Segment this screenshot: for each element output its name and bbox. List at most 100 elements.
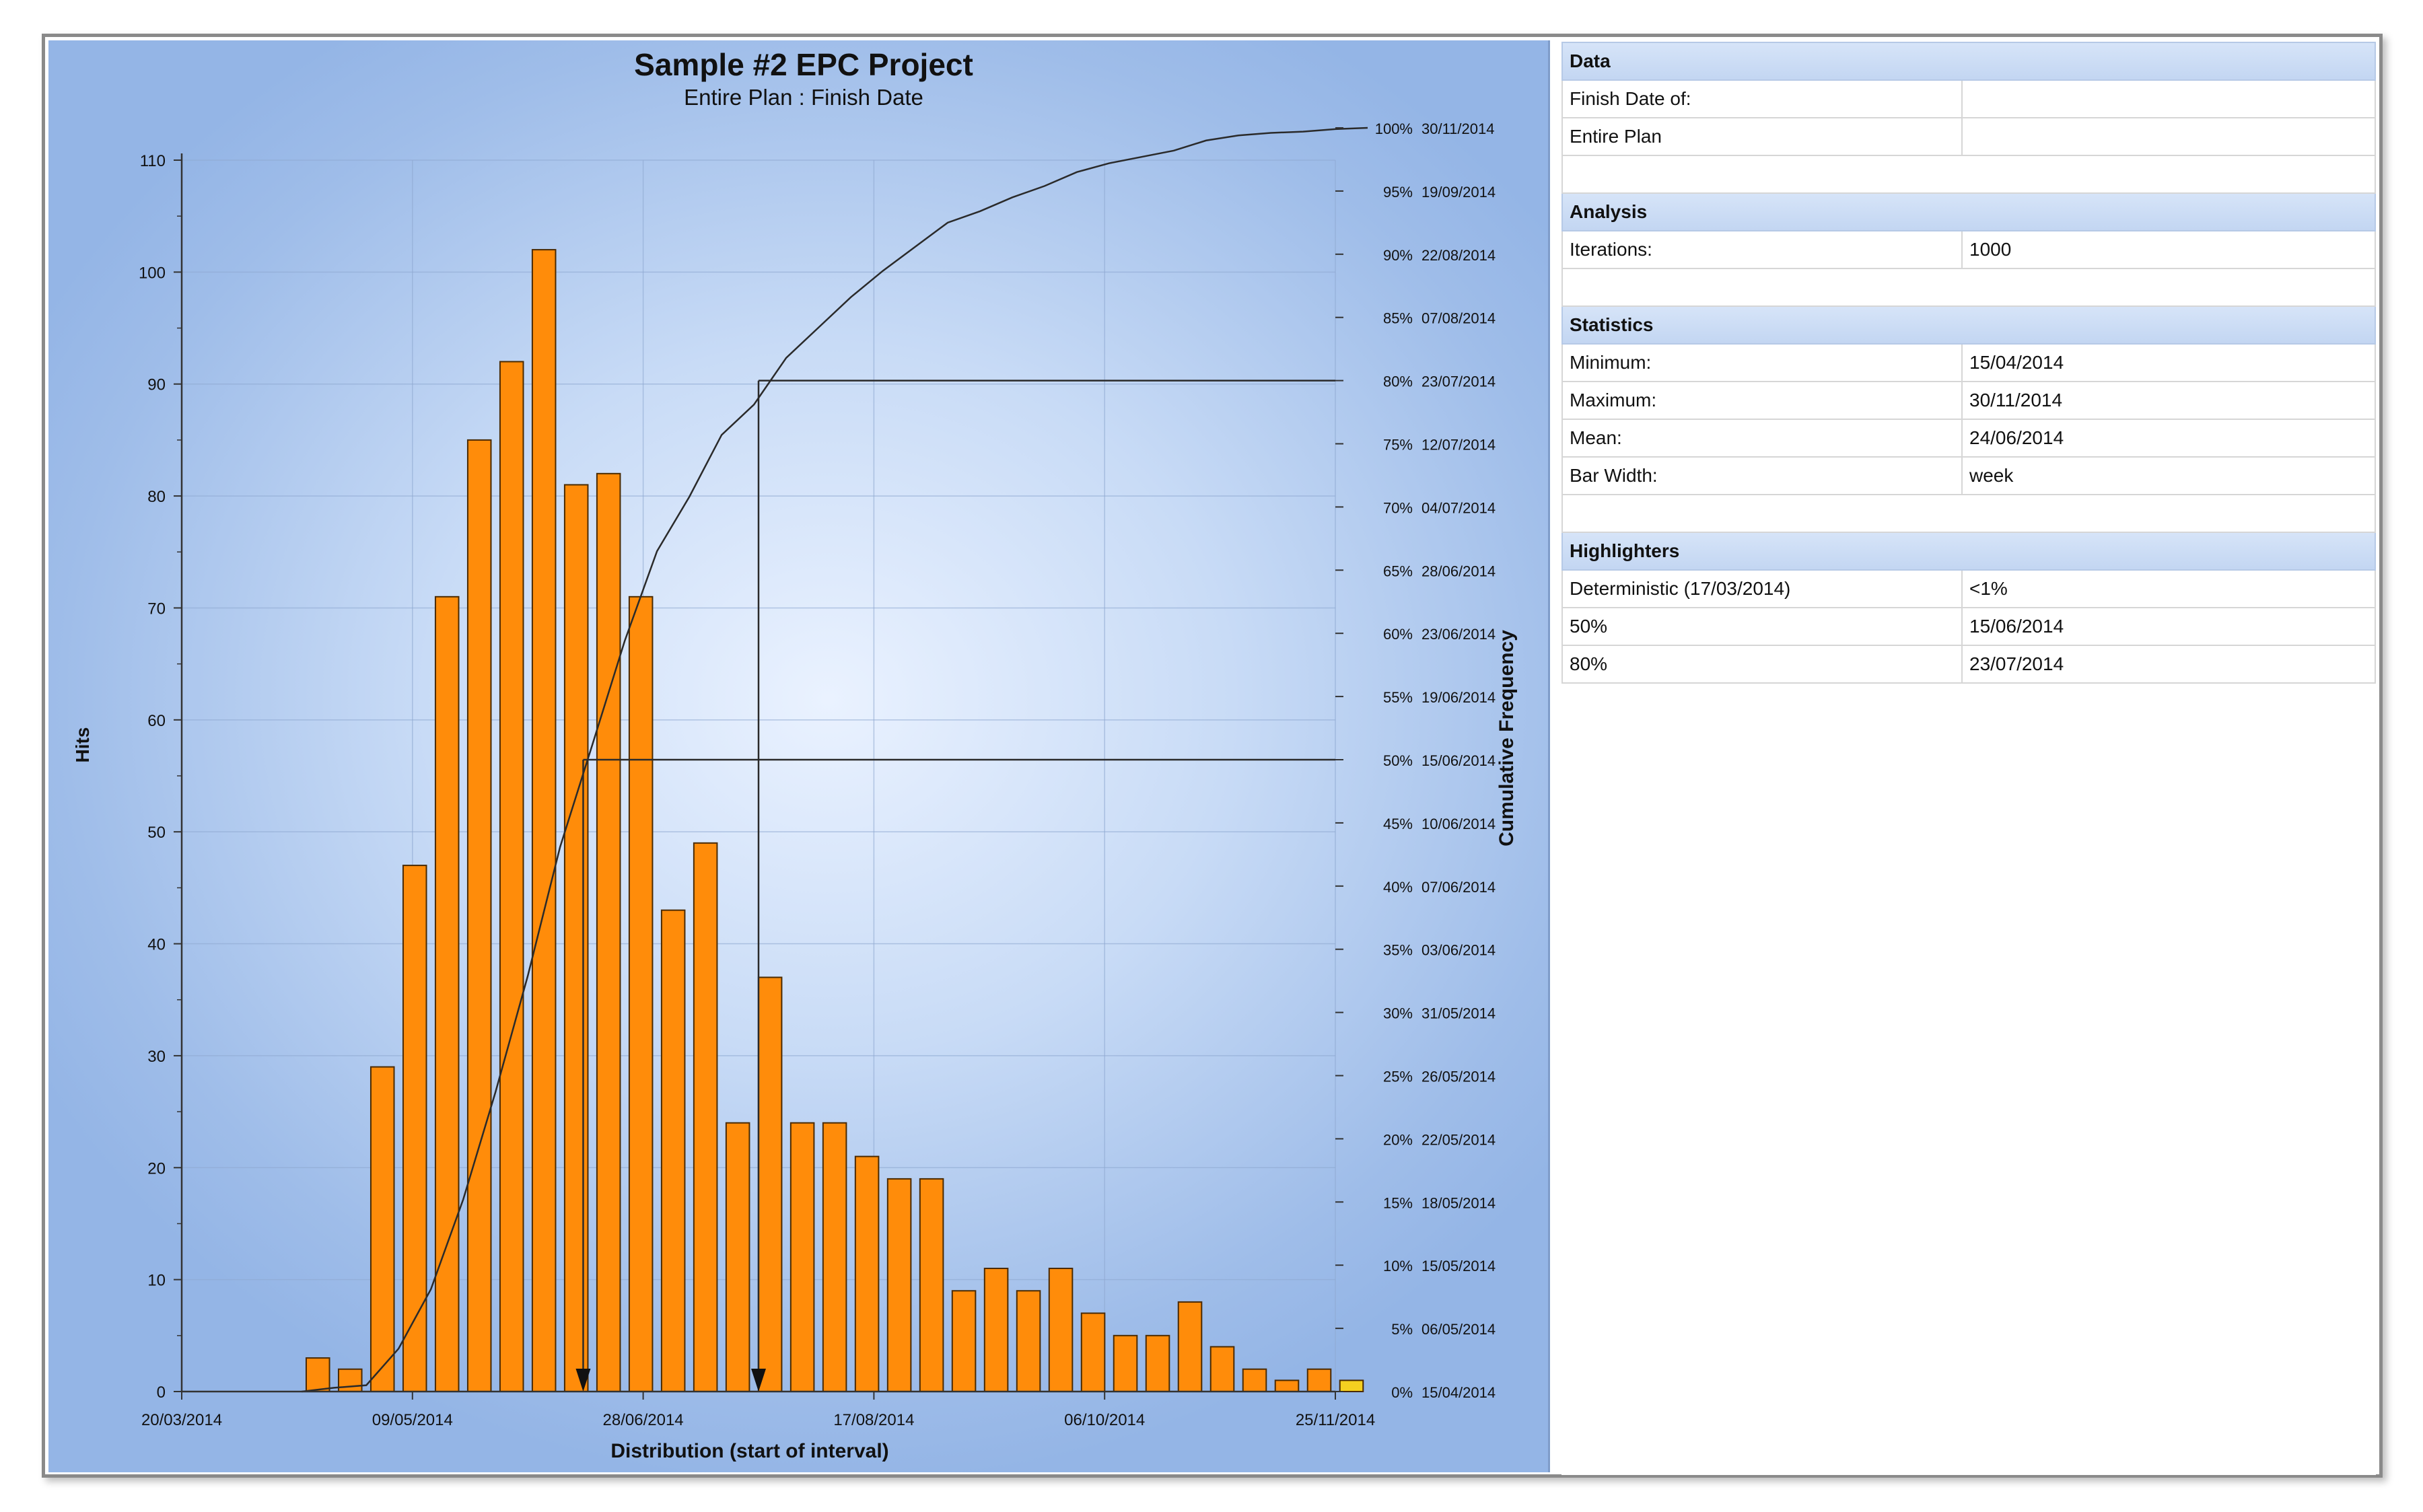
histogram-bar: [1306, 1368, 1332, 1393]
histogram-bar: [854, 1155, 880, 1392]
x-tick-label: 09/05/2014: [372, 1411, 453, 1429]
chart-subtitle: Entire Plan : Finish Date: [684, 85, 923, 110]
chart-panel: Sample #2 EPC Project Entire Plan : Fini…: [48, 40, 1550, 1472]
section-header-row: Highlighters: [1561, 532, 2376, 571]
y2-date-label: 15/06/2014: [1421, 752, 1496, 769]
row-label: 80%: [1561, 645, 1963, 684]
table-row: Bar Width: week: [1561, 456, 2376, 495]
table-row: Deterministic (17/03/2014) <1%: [1561, 569, 2376, 608]
y2-pct-label: 70%: [1383, 499, 1413, 516]
y-tick-label: 0: [157, 1383, 166, 1402]
table-row: Mean: 24/06/2014: [1561, 419, 2376, 458]
row-value: <1%: [1961, 569, 2376, 608]
y-tick-label: 70: [147, 600, 166, 618]
row-value: 24/06/2014: [1961, 419, 2376, 458]
x-tick-label: 17/08/2014: [833, 1411, 914, 1429]
row-label: Iterations:: [1561, 230, 1963, 269]
y2-date-label: 18/05/2014: [1421, 1194, 1496, 1211]
y2-date-label: 15/05/2014: [1421, 1258, 1496, 1274]
histogram-chart: Sample #2 EPC Project Entire Plan : Fini…: [72, 47, 1518, 1462]
y-tick-label: 100: [139, 264, 166, 282]
y2-date-label: 10/06/2014: [1421, 816, 1496, 832]
y2-axis-label: Cumulative Frequency: [1496, 630, 1518, 847]
y2-pct-label: 45%: [1383, 816, 1413, 832]
histogram-bar: [789, 1122, 815, 1393]
y-tick-label: 110: [140, 152, 166, 170]
row-label: Minimum:: [1561, 343, 1963, 382]
y2-pct-label: 100%: [1375, 120, 1413, 137]
y2-pct-label: 25%: [1383, 1069, 1413, 1085]
y-tick-label: 50: [147, 824, 166, 842]
histogram-bar: [1016, 1290, 1041, 1392]
lines-layer: [302, 127, 1368, 1393]
y2-date-label: 22/05/2014: [1421, 1131, 1496, 1148]
histogram-bar: [402, 865, 427, 1393]
histogram-bar: [951, 1290, 977, 1392]
row-value: 23/07/2014: [1961, 645, 2376, 684]
histogram-bar: [1209, 1346, 1235, 1393]
histogram-bar: [305, 1357, 330, 1393]
histogram-bar: [1177, 1301, 1203, 1392]
histogram-bar: [1113, 1334, 1138, 1393]
y2-pct-label: 15%: [1383, 1194, 1413, 1211]
y2-date-label: 22/08/2014: [1421, 247, 1496, 264]
histogram-bar: [1274, 1379, 1300, 1393]
section-header-row: Statistics: [1561, 305, 2376, 345]
y2-date-label: 06/05/2014: [1421, 1321, 1496, 1338]
y2-pct-label: 20%: [1383, 1131, 1413, 1148]
table-row: Iterations: 1000: [1561, 230, 2376, 269]
section-header: Data: [1561, 42, 2376, 81]
row-value: [1961, 117, 2376, 156]
y2-date-label: 30/11/2014: [1421, 120, 1494, 137]
row-label: Maximum:: [1561, 381, 1963, 420]
table-row: 80% 23/07/2014: [1561, 645, 2376, 684]
histogram-bar: [531, 249, 557, 1392]
histogram-bar: [983, 1268, 1009, 1392]
row-label: Mean:: [1561, 419, 1963, 458]
histogram-bar: [1080, 1312, 1106, 1392]
y2-pct-label: 10%: [1383, 1258, 1413, 1274]
row-label: Finish Date of:: [1561, 79, 1963, 118]
y2-pct-label: 0%: [1391, 1384, 1413, 1401]
axes-layer: 0 10 20 30 40 50 60 70 80 90 100 110 20/03/2014 09/05…: [139, 120, 1496, 1429]
row-label: 50%: [1561, 607, 1963, 646]
histogram-bar: [1339, 1379, 1364, 1393]
row-value: 15/04/2014: [1961, 343, 2376, 382]
table-row: Maximum: 30/11/2014: [1561, 381, 2376, 420]
section-header: Highlighters: [1561, 532, 2376, 571]
x-tick-label: 25/11/2014: [1296, 1411, 1375, 1429]
y2-pct-label: 65%: [1383, 563, 1413, 579]
row-label: Bar Width:: [1561, 456, 1963, 495]
y2-pct-label: 50%: [1383, 752, 1413, 769]
histogram-bar: [337, 1368, 363, 1393]
y2-pct-label: 40%: [1383, 879, 1413, 896]
bars-layer: [305, 249, 1364, 1393]
y2-date-label: 07/06/2014: [1421, 879, 1496, 896]
y2-pct-label: 60%: [1383, 626, 1413, 643]
y2-pct-label: 80%: [1383, 373, 1413, 390]
section-header-row: Data: [1561, 42, 2376, 81]
details-panel: Data Finish Date of: Entire Plan Analysis It…: [1561, 42, 2376, 1475]
y2-pct-label: 5%: [1391, 1321, 1413, 1338]
y2-pct-label: 55%: [1383, 689, 1413, 706]
histogram-bar: [1145, 1334, 1170, 1393]
histogram-bar: [628, 596, 654, 1392]
y2-date-label: 31/05/2014: [1421, 1005, 1496, 1022]
y-axis-label: Hits: [72, 727, 93, 763]
y2-date-label: 19/09/2014: [1421, 184, 1496, 201]
histogram-bar: [693, 842, 718, 1393]
spacer-row: [1561, 268, 2376, 307]
y-tick-label: 20: [147, 1159, 166, 1178]
row-label: Entire Plan: [1561, 117, 1963, 156]
y-tick-label: 10: [147, 1272, 166, 1290]
y-tick-label: 80: [147, 488, 166, 506]
spacer-cell: [1561, 494, 2376, 533]
y2-date-label: 23/07/2014: [1421, 373, 1496, 390]
table-row: Entire Plan: [1561, 117, 2376, 156]
y2-pct-label: 95%: [1383, 184, 1413, 201]
y2-date-label: 19/06/2014: [1421, 689, 1496, 706]
row-label: Deterministic (17/03/2014): [1561, 569, 1963, 608]
spacer-row: [1561, 494, 2376, 533]
table-row: Minimum: 15/04/2014: [1561, 343, 2376, 382]
histogram-bar: [1242, 1368, 1267, 1393]
